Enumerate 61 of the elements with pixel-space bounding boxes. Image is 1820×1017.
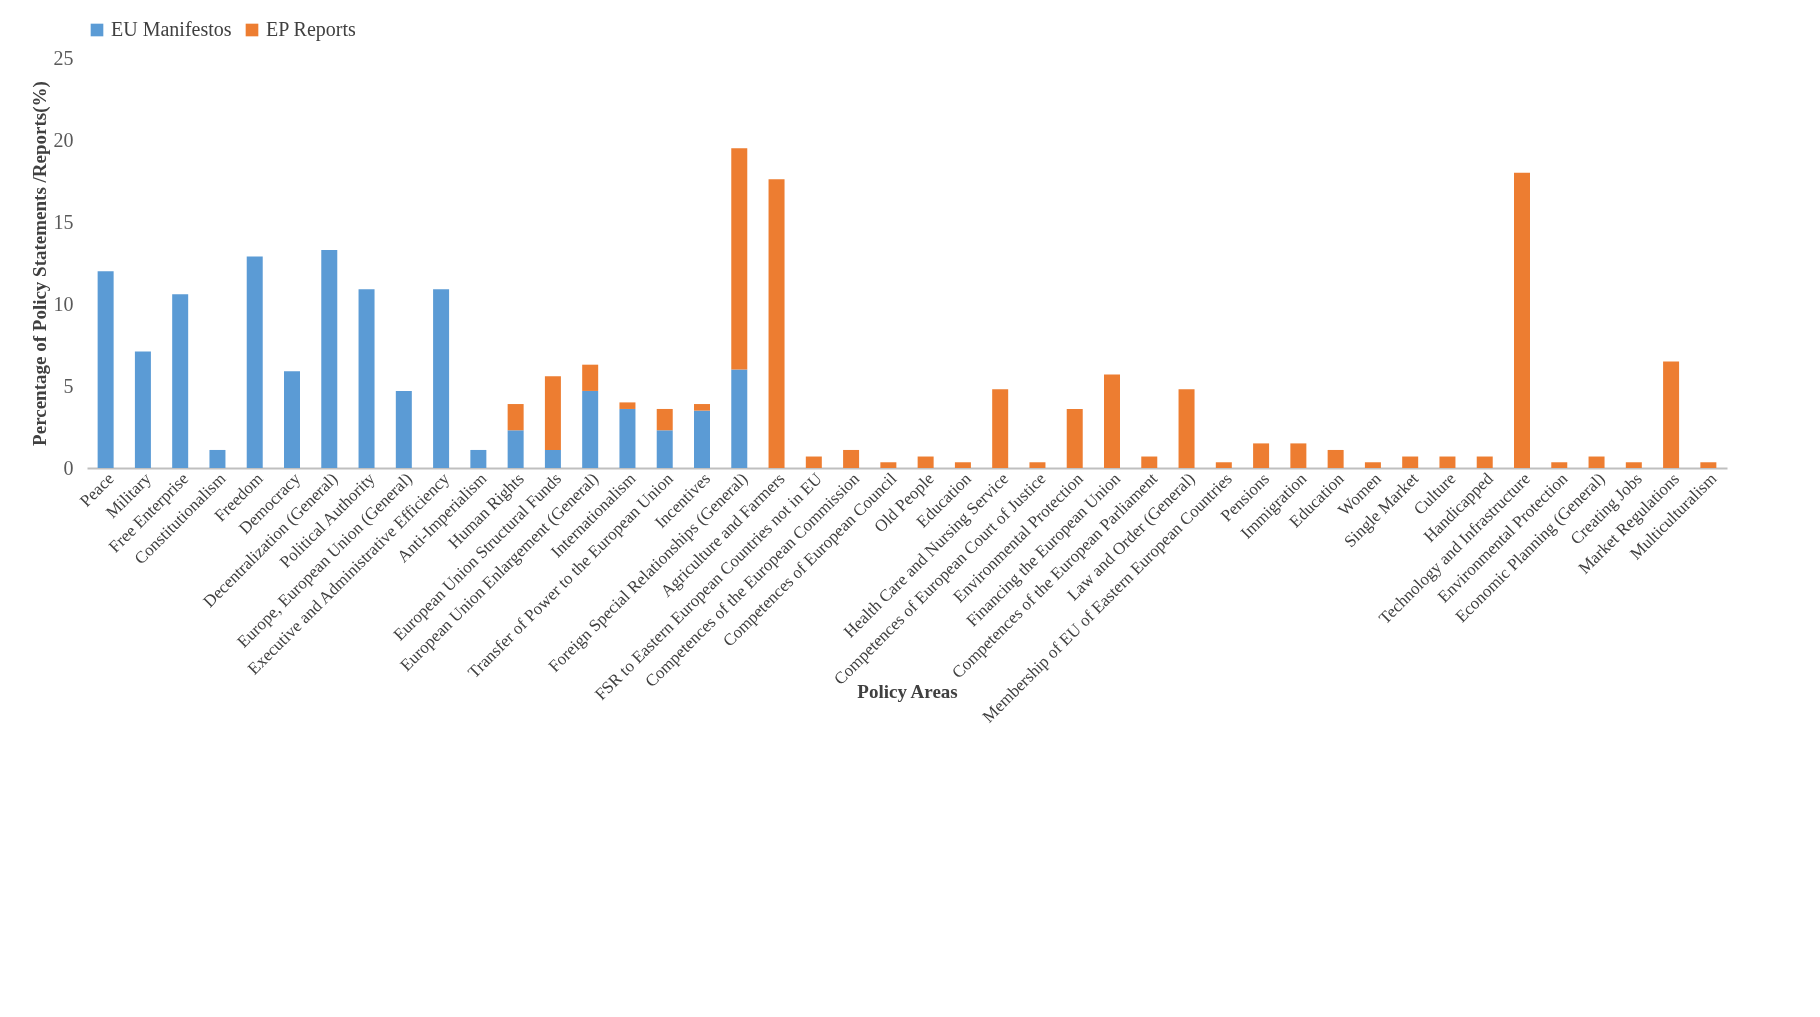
bar bbox=[805, 456, 822, 468]
bar bbox=[134, 351, 151, 468]
bar bbox=[694, 404, 710, 411]
x-axis-title: Policy Areas bbox=[857, 680, 958, 702]
bar bbox=[694, 410, 710, 468]
y-tick-label: 10 bbox=[53, 292, 74, 315]
bar bbox=[1588, 456, 1605, 468]
bar bbox=[544, 376, 561, 450]
bar bbox=[1327, 449, 1344, 468]
y-tick-label: 0 bbox=[63, 456, 74, 479]
y-tick-label: 5 bbox=[63, 374, 74, 397]
bar bbox=[1290, 443, 1307, 468]
bar bbox=[507, 404, 524, 431]
bar bbox=[1663, 361, 1680, 468]
bar bbox=[619, 408, 636, 468]
bar bbox=[1551, 462, 1568, 468]
bar bbox=[1439, 456, 1456, 468]
bar bbox=[954, 462, 971, 468]
bar bbox=[731, 369, 748, 468]
bar bbox=[768, 179, 785, 468]
bar bbox=[656, 430, 673, 468]
y-tick-label: 25 bbox=[53, 46, 74, 69]
bar bbox=[619, 402, 636, 409]
bar bbox=[1104, 374, 1120, 468]
bar bbox=[1141, 456, 1158, 468]
bar bbox=[1253, 443, 1270, 468]
bar bbox=[731, 148, 748, 370]
bar bbox=[992, 389, 1009, 468]
bar bbox=[1029, 462, 1046, 468]
bar bbox=[172, 294, 189, 468]
legend-label: EU Manifestos bbox=[111, 18, 232, 40]
bar bbox=[209, 449, 226, 468]
bar bbox=[1625, 462, 1642, 468]
bar bbox=[1514, 172, 1530, 468]
bar bbox=[470, 449, 487, 468]
bar bbox=[656, 408, 673, 431]
bar bbox=[582, 390, 599, 468]
bar bbox=[358, 289, 375, 468]
bar bbox=[917, 456, 934, 468]
bar bbox=[395, 390, 412, 468]
y-tick-label: 20 bbox=[53, 128, 74, 151]
bar bbox=[284, 371, 300, 468]
bar bbox=[321, 249, 338, 468]
legend-label: EP Reports bbox=[266, 18, 357, 41]
y-axis-title: Percentage of Policy Statements /Reports(%) bbox=[28, 81, 51, 446]
bar bbox=[1364, 462, 1381, 468]
bar bbox=[544, 449, 561, 468]
bar bbox=[1402, 456, 1419, 468]
bar bbox=[1178, 389, 1195, 468]
bar bbox=[1476, 456, 1493, 468]
bar bbox=[97, 271, 114, 468]
bar bbox=[582, 364, 599, 391]
bar bbox=[433, 289, 450, 468]
bar bbox=[1700, 462, 1717, 468]
y-tick-label: 15 bbox=[53, 210, 74, 233]
bar bbox=[1066, 408, 1083, 468]
bar bbox=[507, 430, 524, 468]
bar bbox=[880, 462, 897, 468]
bar bbox=[843, 449, 860, 468]
bar bbox=[246, 256, 263, 468]
bar bbox=[1215, 462, 1232, 468]
